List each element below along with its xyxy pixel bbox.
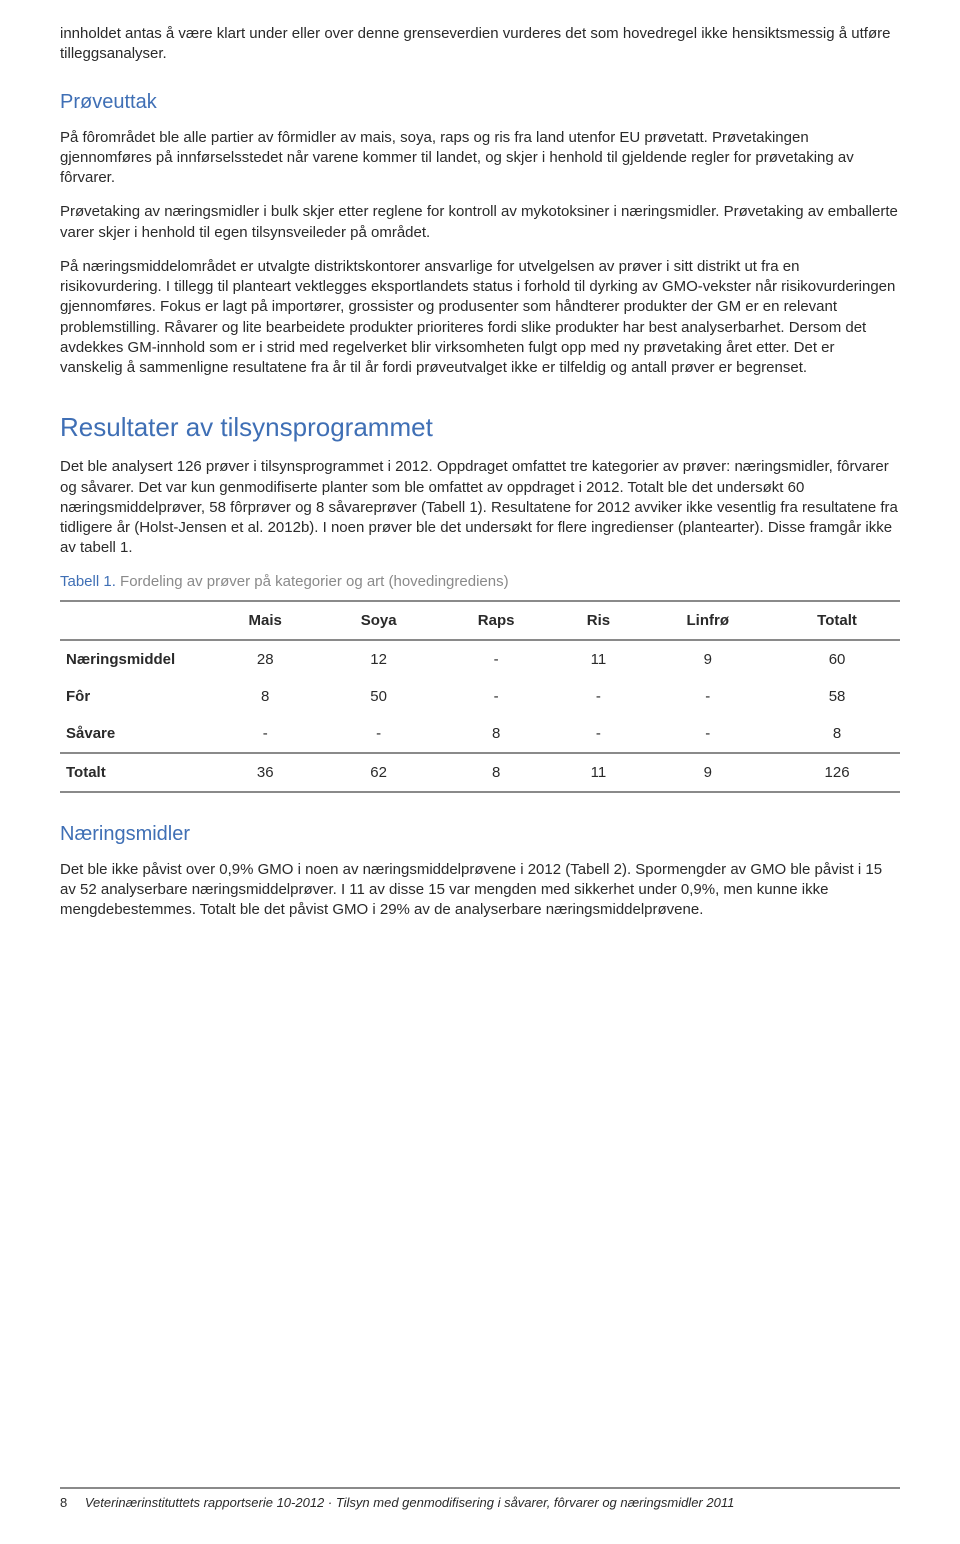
table-cell: -	[437, 640, 556, 678]
footer-text: Veterinærinstituttets rapportserie 10-20…	[85, 1495, 734, 1510]
table-header-cell: Ris	[555, 601, 641, 640]
table-header-cell: Soya	[320, 601, 436, 640]
table-cell: Næringsmiddel	[60, 640, 210, 678]
distribution-table: Mais Soya Raps Ris Linfrø Totalt Nærings…	[60, 600, 900, 793]
table-cell: 50	[320, 678, 436, 715]
table-row: Fôr 8 50 - - - 58	[60, 678, 900, 715]
proveuttak-para-3: På næringsmiddelområdet er utvalgte dist…	[60, 257, 900, 379]
naeringsmidler-para-1: Det ble ikke påvist over 0,9% GMO i noen…	[60, 860, 900, 921]
table-caption-desc: Fordeling av prøver på kategorier og art…	[116, 573, 509, 590]
table-cell: 9	[641, 753, 774, 792]
heading-proveuttak: Prøveuttak	[60, 91, 900, 114]
table-cell: 8	[437, 753, 556, 792]
table-cell: 28	[210, 640, 320, 678]
table-cell: 126	[774, 753, 900, 792]
page-footer: 8 Veterinærinstituttets rapportserie 10-…	[60, 1487, 900, 1510]
table-cell: -	[555, 715, 641, 753]
table-cell: -	[641, 715, 774, 753]
heading-resultater: Resultater av tilsynsprogrammet	[60, 412, 900, 443]
table-row-total: Totalt 36 62 8 11 9 126	[60, 753, 900, 792]
table-header-row: Mais Soya Raps Ris Linfrø Totalt	[60, 601, 900, 640]
heading-naeringsmidler: Næringsmidler	[60, 823, 900, 846]
table-cell: 36	[210, 753, 320, 792]
table-cell: 8	[210, 678, 320, 715]
table-cell: -	[320, 715, 436, 753]
table-cell: -	[641, 678, 774, 715]
table-cell: -	[437, 678, 556, 715]
table-row: Såvare - - 8 - - 8	[60, 715, 900, 753]
table-header-cell: Linfrø	[641, 601, 774, 640]
table-header-cell: Totalt	[774, 601, 900, 640]
table-cell: 11	[555, 640, 641, 678]
table-cell: Såvare	[60, 715, 210, 753]
table-caption: Tabell 1. Fordeling av prøver på kategor…	[60, 573, 900, 590]
intro-paragraph: innholdet antas å være klart under eller…	[60, 24, 900, 65]
resultater-para-1: Det ble analysert 126 prøver i tilsynspr…	[60, 457, 900, 558]
table-cell: 11	[555, 753, 641, 792]
table-caption-label: Tabell 1.	[60, 573, 116, 590]
table-cell: -	[210, 715, 320, 753]
table-cell: 58	[774, 678, 900, 715]
table-cell: Fôr	[60, 678, 210, 715]
table-cell: 8	[437, 715, 556, 753]
table-header-cell	[60, 601, 210, 640]
table-header-cell: Raps	[437, 601, 556, 640]
table-cell: Totalt	[60, 753, 210, 792]
table-cell: 60	[774, 640, 900, 678]
proveuttak-para-1: På fôrområdet ble alle partier av fôrmid…	[60, 128, 900, 189]
table-cell: 12	[320, 640, 436, 678]
page-number: 8	[60, 1495, 67, 1510]
table-cell: 8	[774, 715, 900, 753]
table-cell: 62	[320, 753, 436, 792]
table-row: Næringsmiddel 28 12 - 11 9 60	[60, 640, 900, 678]
table-header-cell: Mais	[210, 601, 320, 640]
proveuttak-para-2: Prøvetaking av næringsmidler i bulk skje…	[60, 202, 900, 243]
table-cell: -	[555, 678, 641, 715]
table-cell: 9	[641, 640, 774, 678]
